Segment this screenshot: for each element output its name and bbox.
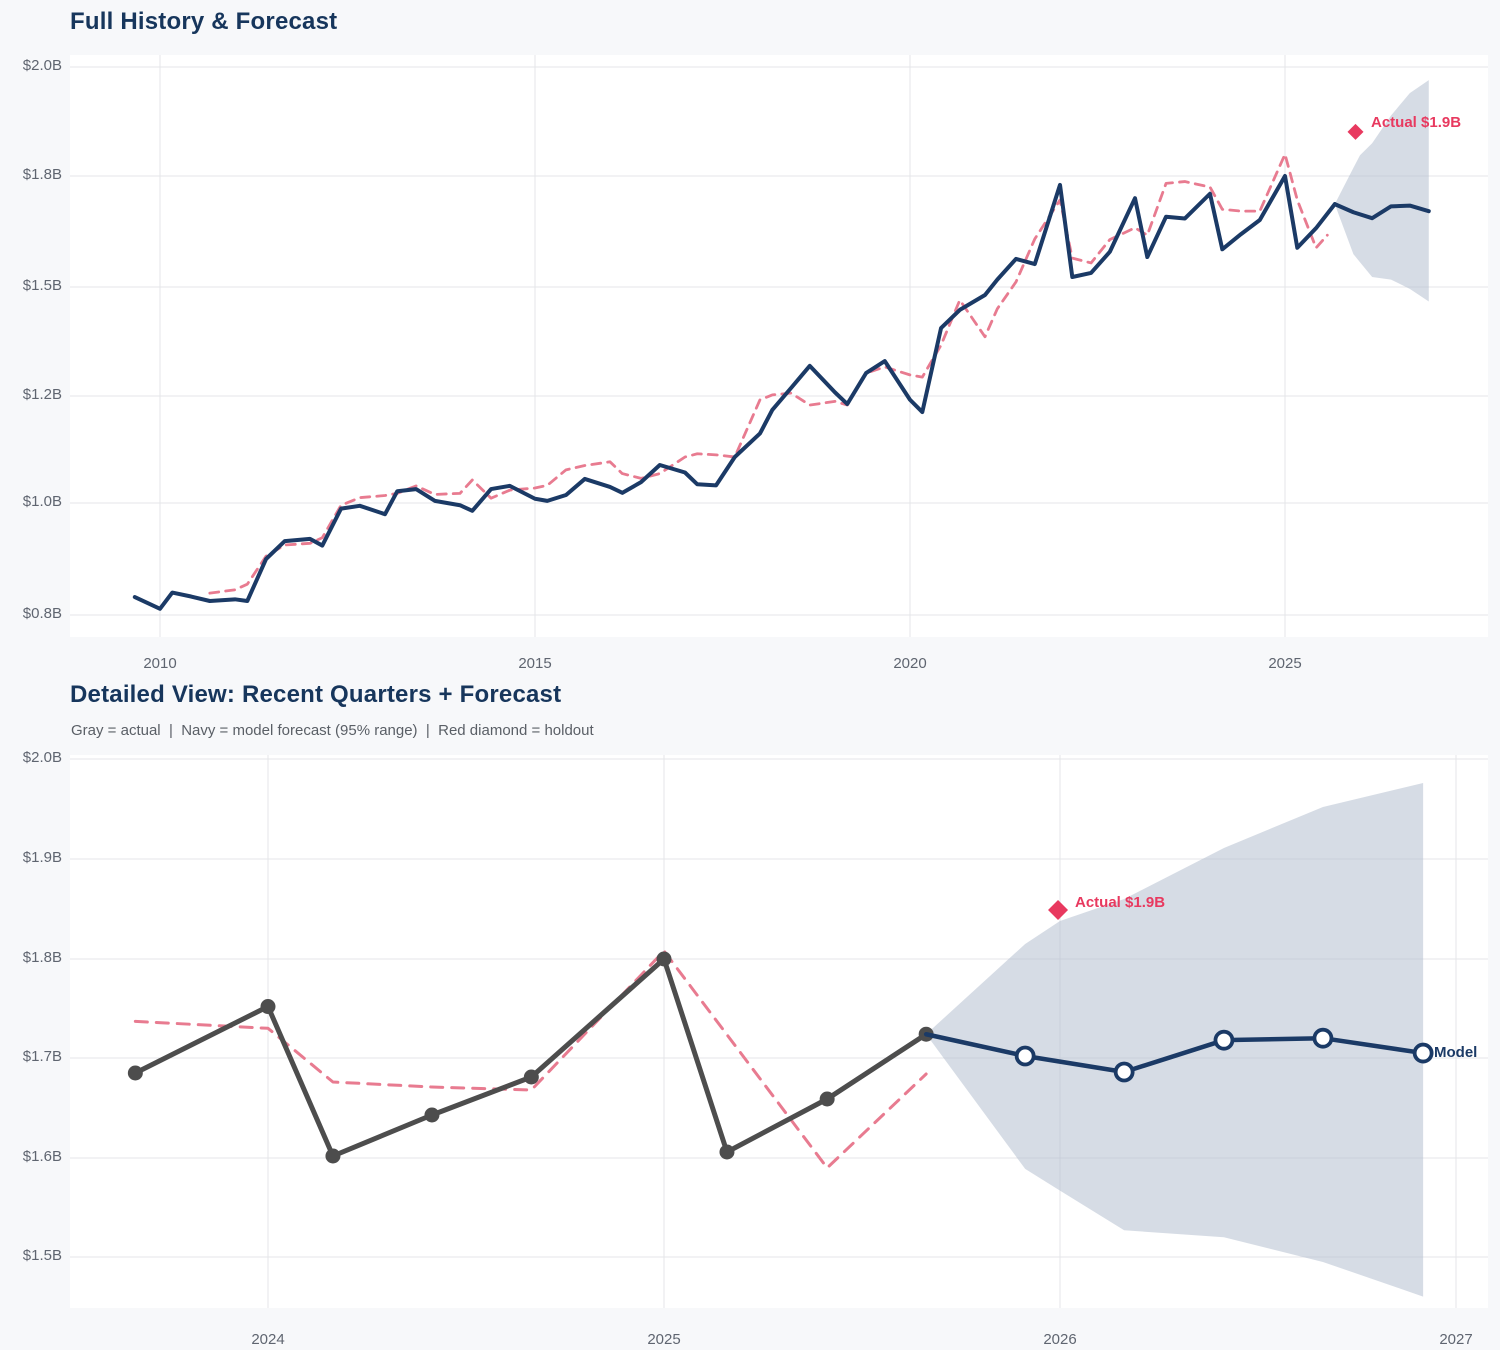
fitted-line bbox=[208, 152, 1329, 595]
y-tick-label: $1.9B bbox=[22, 849, 62, 866]
bottom-chart-subtitle: Gray = actual | Navy = model forecast (9… bbox=[71, 722, 594, 739]
y-tick-label: $1.5B bbox=[22, 277, 62, 294]
x-tick-label: 2020 bbox=[893, 655, 927, 672]
y-tick-label: $1.5B bbox=[22, 1247, 62, 1264]
forecast-line bbox=[1332, 202, 1431, 221]
model-forecast-line-marker bbox=[1213, 1029, 1235, 1051]
confidence-band bbox=[926, 783, 1424, 1297]
x-tick-label: 2026 bbox=[1043, 1331, 1077, 1348]
top-holdout-diamond bbox=[1347, 123, 1364, 140]
actual-recent-line-marker bbox=[325, 1148, 341, 1164]
model-forecast-line-marker bbox=[1312, 1027, 1334, 1049]
actual-recent-line-marker bbox=[260, 999, 276, 1015]
actual-line bbox=[132, 174, 1337, 611]
model-forecast-line-marker bbox=[1412, 1042, 1434, 1064]
y-tick-label: $1.8B bbox=[22, 949, 62, 966]
bottom-chart-title: Detailed View: Recent Quarters + Forecas… bbox=[70, 681, 562, 708]
x-tick-label: 2015 bbox=[518, 655, 552, 672]
fitted-recent-line bbox=[133, 949, 928, 1170]
x-tick-label: 2010 bbox=[143, 655, 177, 672]
x-tick-label: 2024 bbox=[251, 1331, 285, 1348]
top-chart-title: Full History & Forecast bbox=[70, 8, 338, 35]
top-holdout-label: Actual $1.9B bbox=[1371, 114, 1462, 131]
x-tick-label: 2025 bbox=[647, 1331, 681, 1348]
y-tick-label: $1.6B bbox=[22, 1148, 62, 1165]
y-tick-label: $2.0B bbox=[22, 57, 62, 74]
actual-recent-line-marker bbox=[719, 1144, 735, 1160]
model-line-label: Model bbox=[1434, 1044, 1478, 1061]
y-tick-label: $0.8B bbox=[22, 605, 62, 622]
y-tick-label: $2.0B bbox=[22, 749, 62, 766]
y-tick-label: $1.0B bbox=[22, 493, 62, 510]
bottom-holdout-label: Actual $1.9B bbox=[1075, 894, 1166, 911]
actual-recent-line-marker bbox=[424, 1107, 440, 1123]
y-tick-label: $1.8B bbox=[22, 166, 62, 183]
model-forecast-line bbox=[923, 1031, 1426, 1075]
actual-recent-line-marker bbox=[523, 1069, 539, 1085]
model-forecast-line-marker bbox=[1014, 1045, 1036, 1067]
actual-recent-line-marker bbox=[656, 951, 672, 967]
actual-recent-line-marker bbox=[127, 1065, 143, 1081]
x-tick-label: 2025 bbox=[1268, 655, 1302, 672]
confidence-band bbox=[1334, 80, 1429, 302]
bottom-holdout-diamond bbox=[1048, 900, 1069, 920]
x-tick-label: 2027 bbox=[1439, 1331, 1473, 1348]
y-tick-label: $1.7B bbox=[22, 1048, 62, 1065]
model-forecast-line-marker bbox=[1113, 1061, 1135, 1083]
actual-recent-line-marker bbox=[819, 1091, 835, 1107]
y-tick-label: $1.2B bbox=[22, 386, 62, 403]
